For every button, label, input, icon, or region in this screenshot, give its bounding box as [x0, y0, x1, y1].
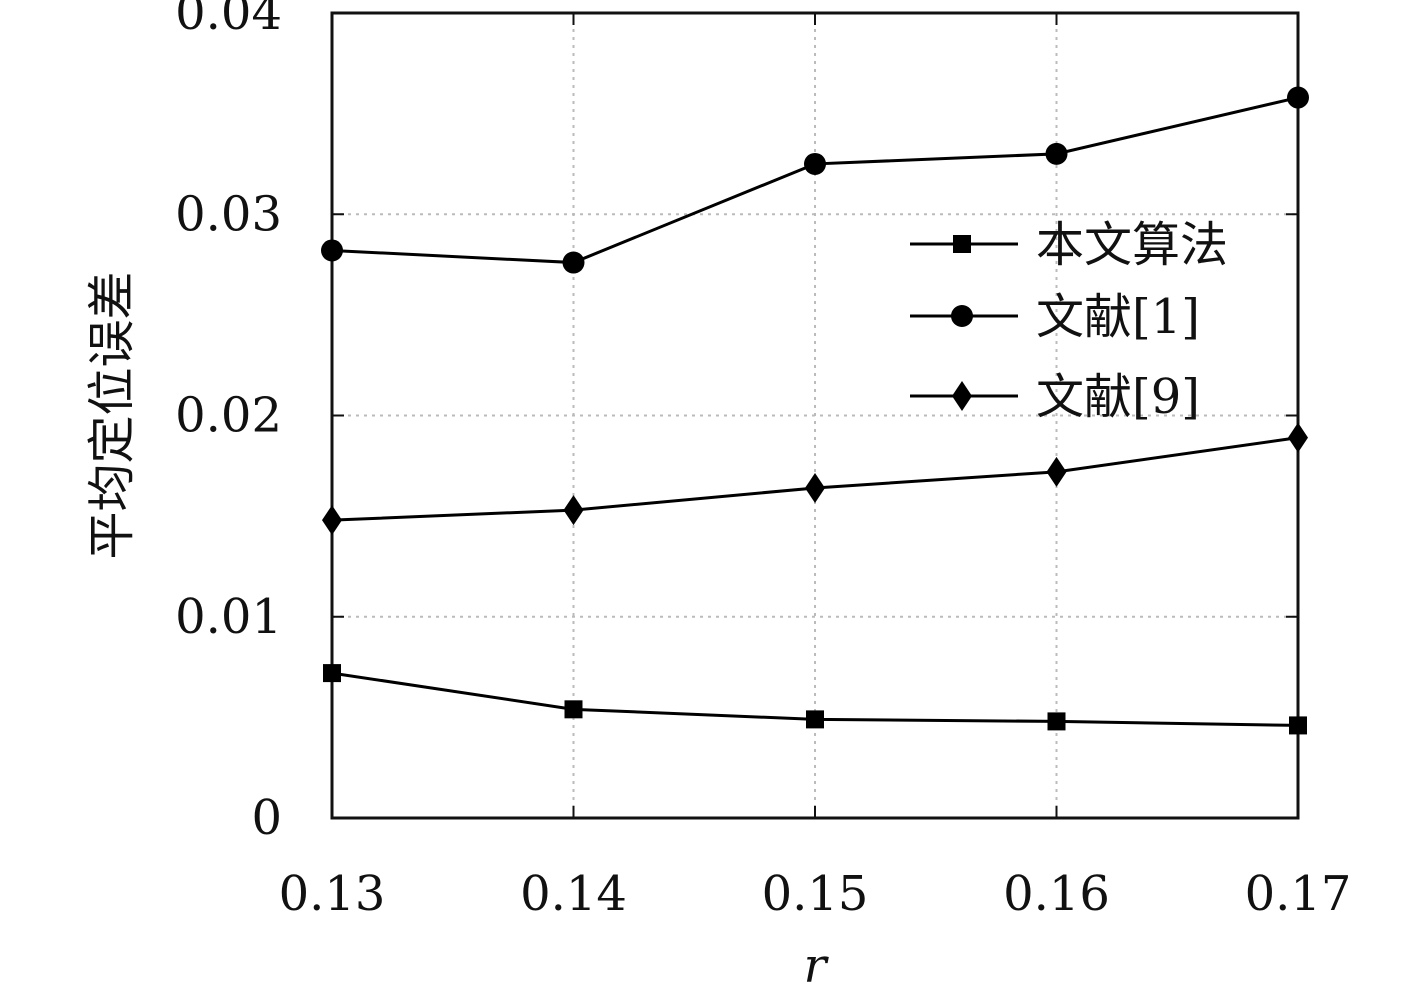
data-point-square — [323, 664, 341, 683]
legend-marker-square — [953, 235, 971, 253]
data-point-circle — [1287, 86, 1309, 109]
data-point-diamond — [805, 472, 825, 503]
legend-item: 文献[1] — [910, 289, 1200, 345]
x-tick-label: 0.16 — [1003, 866, 1110, 922]
series-3 — [322, 422, 1308, 536]
y-tick-label: 0.03 — [175, 186, 282, 242]
y-tick-label: 0.02 — [175, 388, 282, 444]
data-point-diamond — [563, 495, 584, 526]
data-point-square — [806, 710, 824, 729]
legend-item: 文献[9] — [910, 369, 1200, 425]
series-1 — [323, 664, 1307, 735]
data-point-circle — [804, 152, 826, 175]
data-point-circle — [562, 251, 585, 274]
data-point-diamond — [322, 505, 342, 536]
y-axis-label: 平均定位误差 — [84, 271, 140, 559]
data-point-square — [564, 700, 583, 719]
data-point-diamond — [1046, 456, 1067, 487]
y-tick-label: 0.01 — [175, 589, 282, 645]
legend-label: 文献[9] — [1036, 369, 1200, 425]
x-tick-label: 0.17 — [1245, 866, 1352, 922]
axis-ticks: 0.13 0.14 0.15 0.16 0.17 0 0.01 0.02 0.03 0.04 — [175, 0, 1351, 922]
legend-marker-diamond — [952, 381, 972, 411]
x-tick-label: 0.14 — [520, 866, 627, 922]
y-tick-label: 0 — [251, 790, 282, 846]
series-2 — [321, 86, 1309, 274]
y-tick-label: 0.04 — [175, 0, 282, 41]
data-point-square — [1047, 712, 1066, 731]
x-axis-label: r — [804, 938, 830, 992]
x-tick-label: 0.13 — [279, 866, 386, 922]
data-point-circle — [1045, 142, 1068, 165]
legend-marker-circle — [951, 305, 973, 327]
series-layer — [321, 86, 1309, 735]
x-tick-label: 0.15 — [762, 866, 869, 922]
legend-item: 本文算法 — [910, 217, 1228, 273]
legend-label: 文献[1] — [1036, 289, 1200, 345]
data-point-diamond — [1288, 422, 1308, 453]
data-point-square — [1289, 716, 1307, 735]
grid-lines — [332, 13, 1298, 818]
data-point-circle — [321, 239, 343, 262]
legend-label: 本文算法 — [1036, 217, 1228, 273]
